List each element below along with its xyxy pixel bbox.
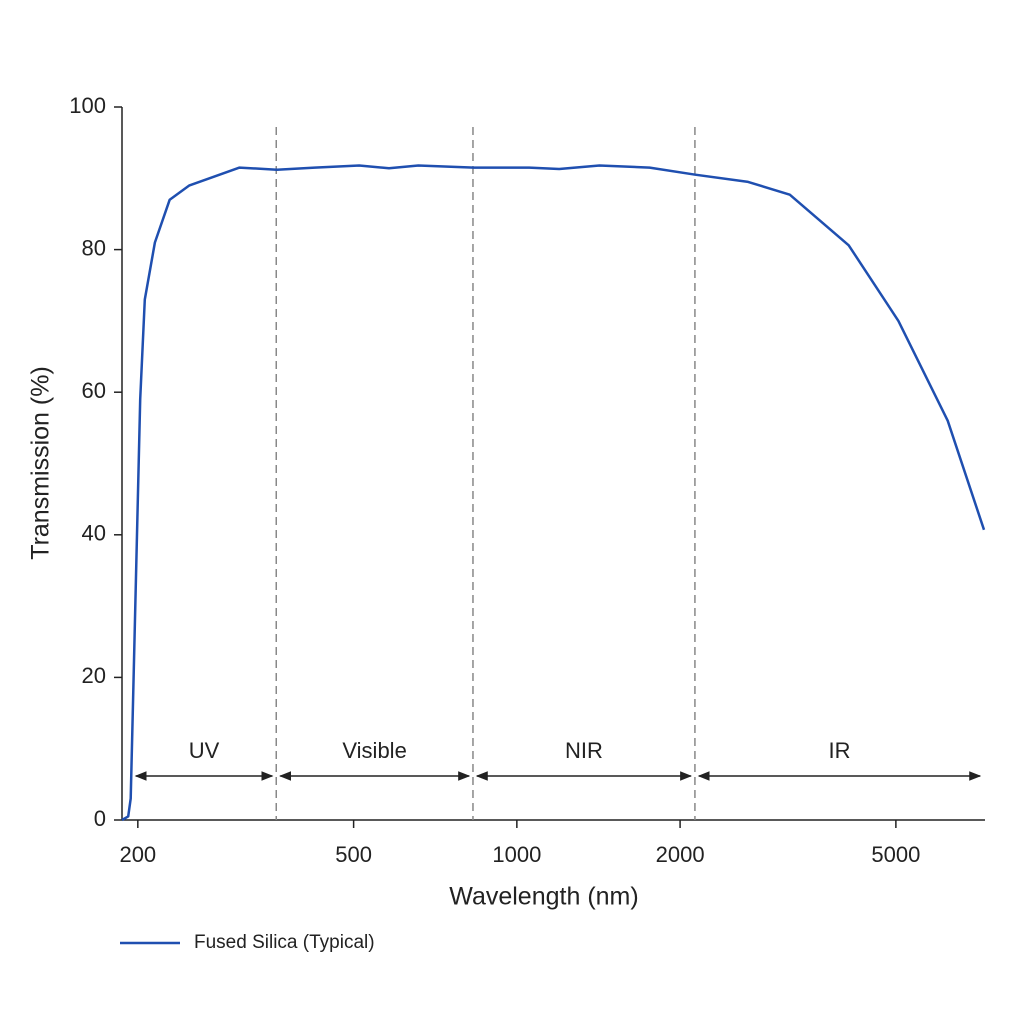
y-tick-label: 80 [82, 235, 106, 260]
x-tick-label: 200 [119, 842, 156, 867]
y-axis-label: Transmission (%) [27, 366, 55, 560]
x-tick-label: 5000 [871, 842, 920, 867]
data-line [121, 164, 986, 822]
y-tick-label: 60 [82, 378, 106, 403]
region-label: Visible [342, 738, 406, 763]
y-tick-label: 20 [82, 663, 106, 688]
x-axis-label: Wavelength (nm) [449, 883, 638, 911]
y-tick-label: 40 [82, 521, 106, 546]
region-label: NIR [565, 738, 603, 763]
region-label: UV [189, 738, 220, 763]
x-tick-label: 1000 [492, 842, 541, 867]
y-tick-label: 100 [69, 93, 106, 118]
region-label: IR [828, 738, 850, 763]
y-tick-label: 0 [94, 806, 106, 831]
x-tick-label: 500 [335, 842, 372, 867]
x-tick-label: 2000 [656, 842, 705, 867]
legend-label: Fused Silica (Typical) [194, 932, 375, 953]
